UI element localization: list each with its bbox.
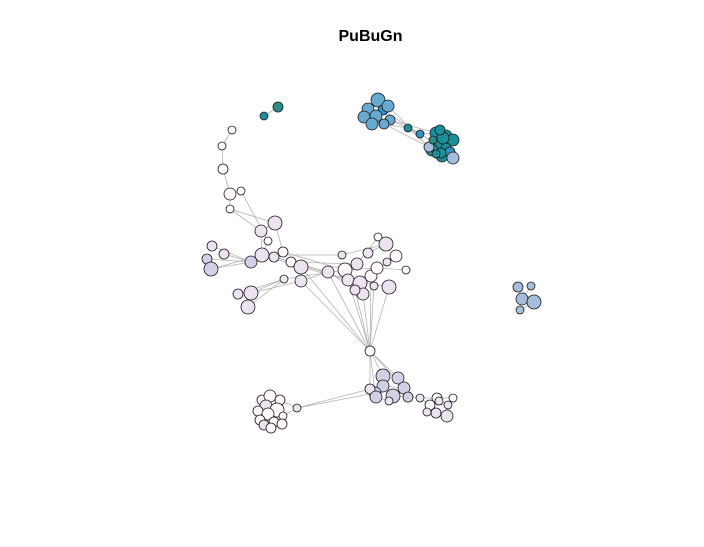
graph-node (381, 99, 395, 113)
graph-edge (211, 245, 252, 263)
graph-node (293, 259, 309, 275)
graph-node (370, 261, 384, 275)
graph-node (243, 285, 259, 301)
graph-node (267, 215, 283, 231)
graph-node (443, 400, 453, 410)
graph-node (321, 265, 335, 279)
graph-node (401, 265, 411, 275)
graph-node (261, 407, 275, 421)
graph-node (381, 279, 397, 295)
graph-node (276, 418, 288, 430)
graph-node (430, 407, 442, 419)
graph-node (370, 92, 386, 108)
graph-node (259, 111, 269, 121)
graph-node (526, 294, 542, 310)
graph-node (294, 274, 308, 288)
graph-node (376, 379, 390, 393)
graph-node (279, 274, 289, 284)
graph-edge (383, 123, 430, 148)
graph-node (206, 240, 218, 252)
graph-node (337, 250, 347, 260)
graph-edge (250, 280, 302, 294)
graph-node (403, 123, 413, 133)
graph-edge (354, 289, 371, 352)
graph-node (217, 163, 229, 175)
graph-node (526, 281, 536, 291)
graph-node (254, 247, 270, 263)
graph-edge (389, 119, 437, 134)
graph-edge (229, 208, 276, 224)
graph-edge (206, 258, 252, 263)
graph-node (422, 407, 432, 417)
graph-edge (247, 278, 285, 308)
graph-node (252, 405, 264, 417)
graph-node (428, 135, 438, 145)
graph-node (434, 396, 444, 406)
graph-node (268, 251, 280, 263)
graph-edge (362, 293, 371, 352)
graph-node (415, 129, 425, 139)
graph-node (446, 151, 460, 165)
graph-node (223, 187, 237, 201)
graph-node (448, 393, 458, 403)
node-layer (201, 92, 542, 434)
graph-edge (296, 392, 376, 409)
graph-node (232, 288, 244, 300)
graph-edge (300, 266, 371, 352)
graph-node (391, 371, 405, 385)
graph-node (378, 118, 390, 130)
graph-node (382, 257, 392, 267)
graph-node (364, 383, 376, 395)
graph-node (369, 390, 383, 404)
graph-node (217, 141, 227, 151)
plot-title: PuBuGn (338, 28, 403, 45)
graph-edge (369, 285, 375, 352)
graph-node (402, 391, 414, 403)
graph-node (272, 101, 284, 113)
graph-node (431, 149, 441, 159)
graph-node (373, 232, 383, 242)
graph-node (244, 255, 258, 269)
graph-node (277, 246, 289, 258)
graph-node (415, 393, 425, 403)
graph-node (341, 273, 355, 287)
graph-node (515, 292, 529, 306)
graph-node (254, 224, 268, 238)
graph-node (365, 117, 379, 131)
graph-node (434, 124, 446, 136)
graph-node (440, 409, 454, 423)
graph-node (349, 284, 361, 296)
graph-node (364, 345, 376, 357)
graph-node (265, 422, 277, 434)
graph-edge (369, 286, 390, 352)
graph-node (292, 403, 302, 413)
graph-node (378, 236, 394, 252)
graph-node (218, 248, 230, 260)
graph-node (515, 305, 525, 315)
graph-node (357, 110, 371, 124)
graph-edge (283, 269, 346, 280)
graph-node (384, 396, 394, 406)
graph-node (369, 281, 379, 291)
graph-edge (327, 271, 371, 352)
graph-node (236, 186, 246, 196)
graph-node (240, 299, 256, 315)
graph-node (227, 125, 237, 135)
graph-edge (382, 109, 421, 135)
graph-node (263, 236, 273, 246)
graph-node (362, 247, 374, 259)
graph-node (423, 141, 435, 153)
graph-edge (300, 280, 371, 352)
graph-node (350, 257, 364, 271)
graph-node (203, 261, 219, 277)
graph-node (389, 249, 403, 263)
graph-node (225, 204, 235, 214)
graph-node (512, 281, 524, 293)
graph-edge (296, 388, 371, 409)
